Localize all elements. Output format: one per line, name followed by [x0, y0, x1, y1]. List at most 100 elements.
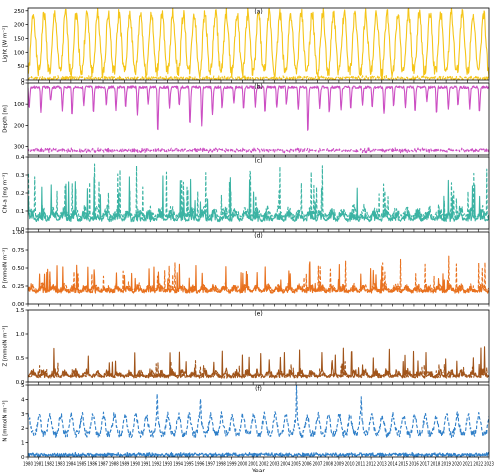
panel-label: (b)	[254, 84, 263, 91]
y-tick-label: 100	[14, 50, 25, 56]
y-tick-label: 150	[14, 36, 25, 42]
x-tick-label: 2012	[366, 462, 376, 468]
plot-frame	[27, 231, 490, 305]
y-axis-label: Chl-a [mg m⁻³]	[2, 173, 9, 214]
x-tick-label: 1994	[173, 462, 183, 468]
x-tick-label: 2016	[409, 462, 419, 468]
y-tick-label: 1.5	[16, 308, 25, 314]
y-tick-label: 0.00	[12, 302, 25, 308]
x-tick-label: 1988	[109, 462, 119, 468]
x-tick-label: 2013	[377, 462, 387, 468]
y-tick-label: 0.25	[12, 284, 25, 290]
series-line-1	[28, 85, 489, 131]
x-tick-label: 2007	[313, 462, 323, 468]
x-tick-label: 2023	[484, 462, 494, 468]
panel-1: (a) 0 50 100 150 200 250 Light [W m⁻²]	[2, 7, 490, 84]
series-line-1	[28, 175, 489, 223]
panel-4: (d) 0.00 0.25 0.50 0.75 1.00 P [mmolN m⁻³]	[2, 230, 490, 308]
y-tick-label: 200	[14, 23, 25, 29]
series-line-1	[28, 8, 489, 78]
x-tick-label: 2019	[441, 462, 451, 468]
series-line-2	[28, 451, 489, 457]
x-tick-label: 2021	[463, 462, 473, 468]
x-tick-label: 2000	[238, 462, 248, 468]
x-tick-label: 2018	[430, 462, 440, 468]
x-tick-label: 1980	[23, 462, 33, 468]
x-tick-label: 2002	[259, 462, 269, 468]
x-tick-label: 1987	[98, 462, 108, 468]
y-tick-label: 0.75	[12, 248, 25, 254]
x-tick-label: 1996	[195, 462, 205, 468]
y-tick-label: 1.00	[12, 230, 25, 236]
x-tick-label: 2003	[270, 462, 280, 468]
series-line-2	[28, 163, 489, 219]
x-tick-label: 2015	[398, 462, 408, 468]
y-tick-label: 200	[14, 123, 25, 129]
series-line-2	[28, 360, 489, 379]
x-tick-label: 1998	[216, 462, 226, 468]
y-tick-label: 4	[21, 397, 25, 403]
x-tick-label: 2017	[420, 462, 430, 468]
y-tick-label: 3	[21, 412, 25, 418]
x-tick-label: 1981	[34, 462, 44, 468]
y-tick-label: 0.0	[16, 380, 25, 386]
y-tick-label: 0.4	[16, 155, 25, 161]
series-line-2	[28, 147, 489, 154]
x-tick-label: 2009	[334, 462, 344, 468]
plot-frame	[27, 384, 490, 458]
y-tick-label: 0.1	[16, 209, 25, 215]
y-tick-label: 0	[21, 455, 25, 461]
panel-label: (f)	[255, 386, 262, 393]
series-line-1	[28, 385, 489, 439]
y-tick-label: 0.50	[12, 266, 25, 272]
x-tick-label: 1993	[162, 462, 172, 468]
x-tick-label: 2004	[280, 462, 290, 468]
plot-frame	[27, 82, 490, 156]
y-tick-label: 0.2	[16, 191, 25, 197]
x-tick-label: 2011	[355, 462, 365, 468]
panel-label: (c)	[255, 158, 263, 165]
x-tick-label: 1986	[87, 462, 97, 468]
y-tick-label: 250	[14, 9, 25, 15]
plot-frame	[27, 7, 490, 81]
y-tick-label: 0.5	[16, 356, 25, 362]
x-tick-label: 1995	[184, 462, 194, 468]
x-tick-label: 1992	[152, 462, 162, 468]
x-tick-label: 2020	[452, 462, 462, 468]
y-tick-label: 0	[21, 81, 25, 87]
y-tick-label: 1.0	[16, 332, 25, 338]
x-tick-label: 2006	[302, 462, 312, 468]
x-tick-label: 1989	[120, 462, 130, 468]
x-tick-label: 1997	[205, 462, 215, 468]
panel-2: (b) 0 100 200 300 Depth [m]	[3, 81, 490, 158]
y-axis-label: Light [W m⁻²]	[2, 26, 9, 63]
x-tick-label: 2022	[473, 462, 483, 468]
y-tick-label: 2	[21, 426, 25, 432]
y-tick-label: 50	[17, 64, 25, 70]
y-tick-label: 100	[14, 102, 25, 108]
panel-5: (e) 0.0 0.5 1.0 1.5 Z [mmolN m⁻³]	[2, 308, 490, 386]
x-tick-label: 2008	[323, 462, 333, 468]
x-tick-label: 1982	[45, 462, 55, 468]
y-axis-label: Z [mmolN m⁻³]	[2, 326, 9, 367]
x-tick-label: 2005	[291, 462, 301, 468]
y-axis-label: Depth [m]	[3, 105, 9, 133]
y-tick-label: 0	[21, 78, 25, 84]
x-tick-label: 1985	[77, 462, 87, 468]
y-tick-label: 0.3	[16, 173, 25, 179]
x-tick-label: 2010	[345, 462, 355, 468]
x-tick-label: 1999	[227, 462, 237, 468]
x-tick-label: 1983	[55, 462, 65, 468]
series-line-2	[28, 75, 489, 80]
y-tick-label: 5	[21, 383, 25, 389]
y-axis-label: P [mmolN m⁻³]	[2, 248, 9, 288]
y-tick-label: 300	[14, 145, 25, 151]
y-tick-label: 1	[21, 441, 25, 447]
panel-label: (a)	[254, 9, 262, 16]
x-tick-label: 2014	[388, 462, 398, 468]
y-tick-label: 0.0	[16, 227, 25, 233]
series-line-2	[28, 255, 489, 293]
x-axis-label: Year	[251, 468, 265, 472]
